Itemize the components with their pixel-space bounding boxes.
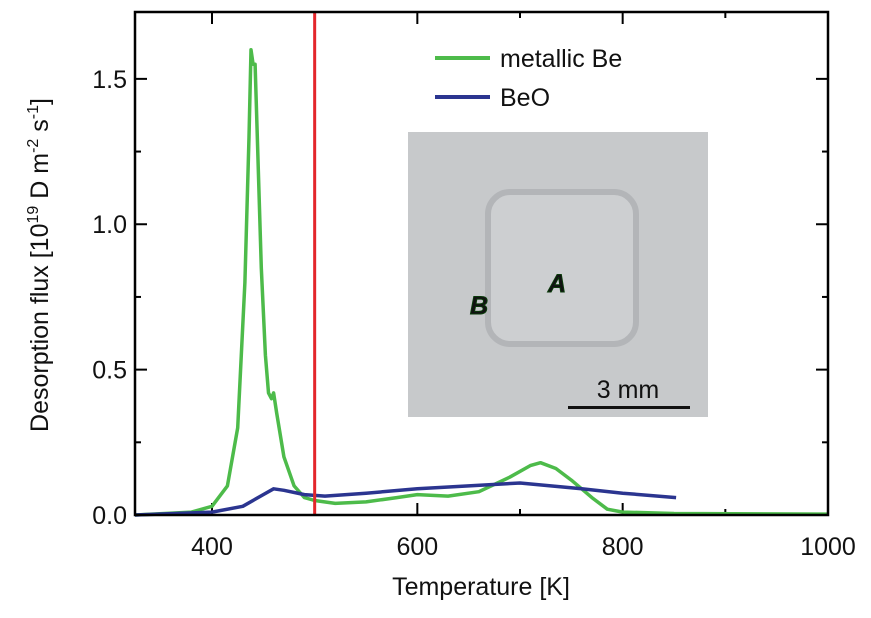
y-axis-label: Desorption flux [1019 D m-2 s-1] [25,98,54,432]
x-tick-label: 1000 [800,533,856,561]
inset-label: 3 mm [597,376,660,404]
x-tick-label: 800 [602,533,644,561]
inset-label: B [470,292,488,320]
legend-label: BeO [500,84,550,112]
y-tick-label: 0.0 [92,502,127,530]
y-tick-label: 1.0 [92,211,127,239]
line-series [134,48,829,517]
legend-label: metallic Be [500,45,622,73]
x-tick-label: 400 [191,533,233,561]
inset-label: A [547,270,566,298]
y-tick-label: 1.5 [92,66,127,94]
inset-photo [408,132,708,417]
x-tick-label: 600 [396,533,438,561]
x-axis-label: Temperature [K] [392,573,570,601]
line-series [134,481,677,517]
y-tick-label: 0.5 [92,357,127,385]
plot-frame [133,10,830,517]
